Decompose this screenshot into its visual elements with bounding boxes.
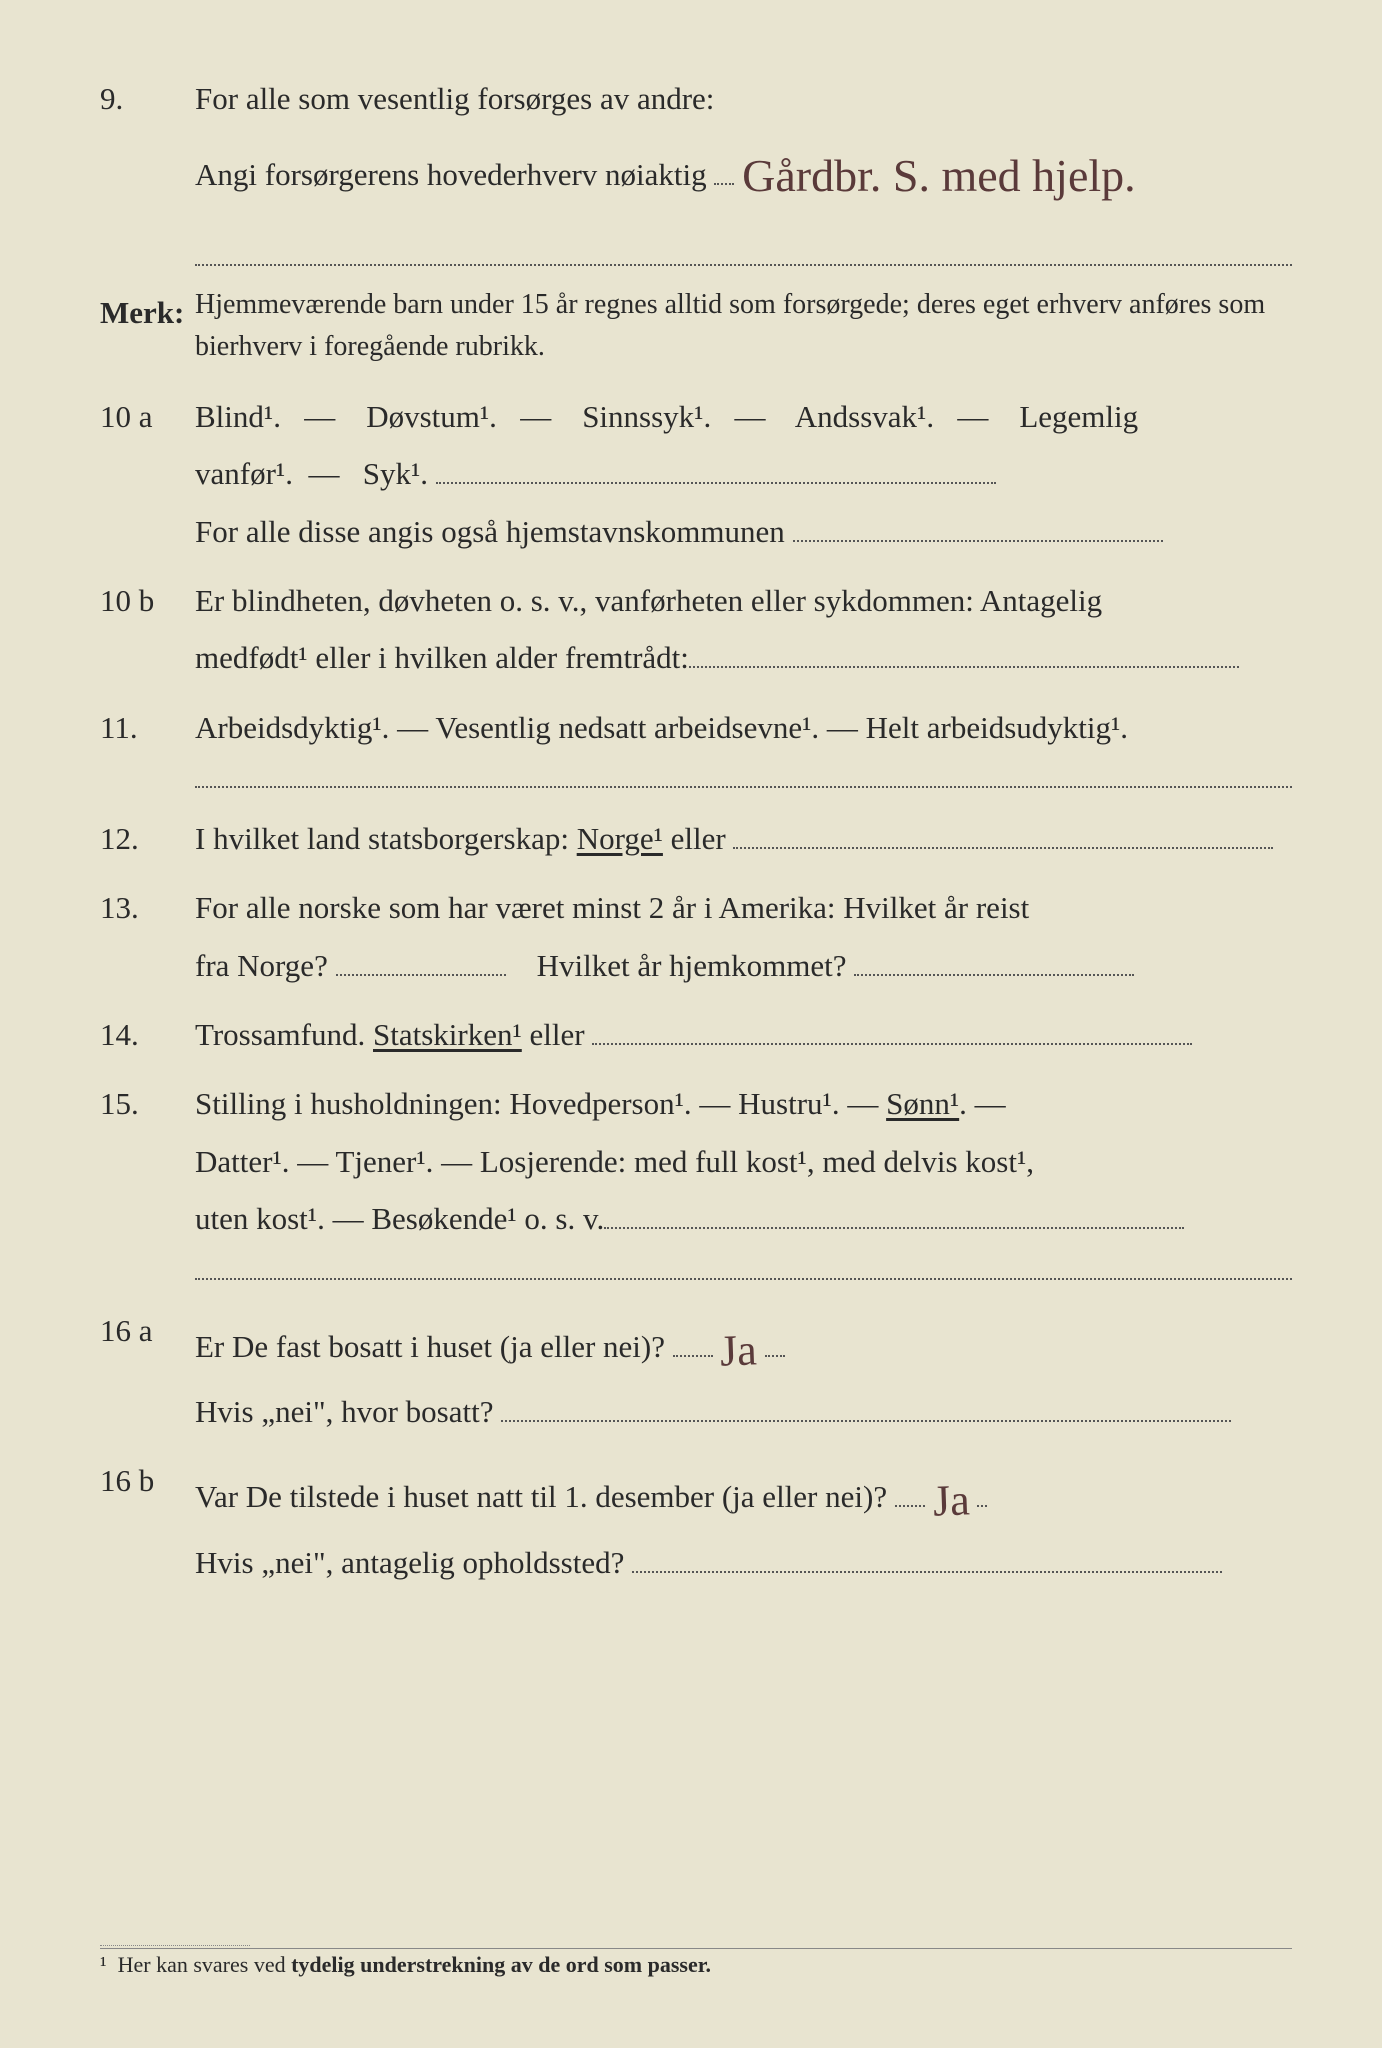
q16a-line1: Er De fast bosatt i huset (ja eller nei)… (195, 1302, 1292, 1383)
dotted-fill (336, 948, 506, 976)
q10a-line3-text: For alle disse angis også hjemstavnskomm… (195, 514, 785, 549)
q16b-line1-text: Var De tilstede i huset natt til 1. dese… (195, 1479, 887, 1514)
question-15: 15. Stilling i husholdningen: Hovedperso… (100, 1075, 1292, 1247)
dotted-fill (977, 1479, 987, 1507)
q16b-line2: Hvis „nei", antagelig opholdssted? (195, 1534, 1292, 1591)
q10a-opt-sinnssyk: Sinnssyk¹. (582, 399, 711, 434)
q10a-number: 10 a (100, 388, 195, 560)
q10b-number: 10 b (100, 572, 195, 687)
q12-number: 12. (100, 810, 195, 867)
q16a-number: 16 a (100, 1302, 195, 1441)
q10a-opt-syk: Syk¹. (363, 456, 428, 491)
q9-content: For alle som vesentlig forsørges av andr… (195, 70, 1292, 266)
merk-text: Hjemmeværende barn under 15 år regnes al… (195, 284, 1292, 368)
q15-number: 15. (100, 1075, 195, 1247)
separator (195, 1278, 1292, 1280)
q14-underlined: Statskirken¹ (373, 1017, 522, 1052)
question-16a: 16 a Er De fast bosatt i huset (ja eller… (100, 1302, 1292, 1441)
question-14: 14. Trossamfund. Statskirken¹ eller (100, 1006, 1292, 1063)
dotted-fill (436, 456, 996, 484)
dotted-fill (765, 1329, 785, 1357)
question-16b: 16 b Var De tilstede i huset natt til 1.… (100, 1452, 1292, 1591)
footnote-text: Her kan svares ved tydelig understreknin… (118, 1952, 711, 1977)
q13-line2b: Hvilket år hjemkommet? (537, 948, 847, 983)
q15-underlined: Sønn¹ (886, 1086, 959, 1121)
q10a-opt-dovstum: Døvstum¹. (366, 399, 497, 434)
footnote-marker: ¹ (100, 1952, 107, 1977)
dotted-fill (501, 1394, 1231, 1422)
footnote: ¹ Her kan svares ved tydelig understrekn… (100, 1948, 1292, 1978)
question-12: 12. I hvilket land statsborgerskap: Norg… (100, 810, 1292, 867)
question-13: 13. For alle norske som har været minst … (100, 879, 1292, 994)
q10a-content: Blind¹. — Døvstum¹. — Sinnssyk¹. — Andss… (195, 388, 1292, 560)
question-9: 9. For alle som vesentlig forsørges av a… (100, 70, 1292, 266)
q12-underlined: Norge¹ (577, 821, 663, 856)
q14-number: 14. (100, 1006, 195, 1063)
q11-content: Arbeidsdyktig¹. — Vesentlig nedsatt arbe… (195, 699, 1292, 756)
q11-opt3: Helt arbeidsudyktig¹. (866, 710, 1128, 745)
dotted-fill (689, 641, 1239, 669)
dotted-fill (714, 157, 734, 185)
q10a-options-line2: vanfør¹. — Syk¹. (195, 445, 1292, 502)
q10b-content: Er blindheten, døvheten o. s. v., vanfør… (195, 572, 1292, 687)
census-form-page: 9. For alle som vesentlig forsørges av a… (100, 70, 1292, 1591)
q13-content: For alle norske som har været minst 2 år… (195, 879, 1292, 994)
q11-number: 11. (100, 699, 195, 756)
q10a-options-line1: Blind¹. — Døvstum¹. — Sinnssyk¹. — Andss… (195, 388, 1292, 445)
dotted-fill (895, 1479, 925, 1507)
q12-post: eller (671, 821, 726, 856)
q11-opt1: Arbeidsdyktig¹. (195, 710, 389, 745)
dotted-fill (673, 1329, 713, 1357)
q9-line2: Angi forsørgerens hovederhverv nøiaktig … (195, 127, 1292, 212)
q9-line1: For alle som vesentlig forsørges av andr… (195, 70, 1292, 127)
q11-opt2: Vesentlig nedsatt arbeidsevne¹. (435, 710, 819, 745)
q16a-handwritten: Ja (719, 1309, 758, 1392)
dotted-fill (592, 1017, 1192, 1045)
q9-number: 9. (100, 70, 195, 266)
question-10a: 10 a Blind¹. — Døvstum¹. — Sinnssyk¹. — … (100, 388, 1292, 560)
q12-content: I hvilket land statsborgerskap: Norge¹ e… (195, 810, 1292, 867)
q14-content: Trossamfund. Statskirken¹ eller (195, 1006, 1292, 1063)
q10a-opt-blind: Blind¹. (195, 399, 281, 434)
q16a-line1-text: Er De fast bosatt i huset (ja eller nei)… (195, 1329, 665, 1364)
q9-line2-label: Angi forsørgerens hovederhverv nøiaktig (195, 157, 707, 192)
q10a-line3: For alle disse angis også hjemstavnskomm… (195, 503, 1292, 560)
merk-note: Merk: Hjemmeværende barn under 15 år reg… (100, 284, 1292, 368)
q15-content: Stilling i husholdningen: Hovedperson¹. … (195, 1075, 1292, 1247)
dotted-fill (854, 948, 1134, 976)
q16b-handwritten: Ja (931, 1460, 970, 1543)
q16b-content: Var De tilstede i huset natt til 1. dese… (195, 1452, 1292, 1591)
q16b-number: 16 b (100, 1452, 195, 1591)
question-11: 11. Arbeidsdyktig¹. — Vesentlig nedsatt … (100, 699, 1292, 756)
dotted-line (195, 216, 1292, 266)
q14-post: eller (530, 1017, 585, 1052)
q9-handwritten: Gårdbr. S. med hjelp. (742, 133, 1136, 218)
q16a-line2-text: Hvis „nei", hvor bosatt? (195, 1394, 493, 1429)
q14-pre: Trossamfund. (195, 1017, 373, 1052)
q16a-line2: Hvis „nei", hvor bosatt? (195, 1383, 1292, 1440)
q13-line2: fra Norge? Hvilket år hjemkommet? (195, 937, 1292, 994)
q13-line2a: fra Norge? (195, 948, 328, 983)
q10a-opt-andssvak: Andssvak¹. (795, 399, 934, 434)
q16b-line1: Var De tilstede i huset natt til 1. dese… (195, 1452, 1292, 1533)
q13-line1: For alle norske som har været minst 2 år… (195, 879, 1292, 936)
dotted-fill (733, 821, 1273, 849)
q16a-content: Er De fast bosatt i huset (ja eller nei)… (195, 1302, 1292, 1441)
dotted-fill (793, 514, 1163, 542)
q13-number: 13. (100, 879, 195, 994)
q16b-line2-text: Hvis „nei", antagelig opholdssted? (195, 1545, 624, 1580)
question-10b: 10 b Er blindheten, døvheten o. s. v., v… (100, 572, 1292, 687)
merk-label: Merk: (100, 284, 195, 368)
separator (195, 786, 1292, 788)
q12-pre: I hvilket land statsborgerskap: (195, 821, 577, 856)
dotted-fill (632, 1545, 1222, 1573)
dotted-fill (604, 1201, 1184, 1229)
